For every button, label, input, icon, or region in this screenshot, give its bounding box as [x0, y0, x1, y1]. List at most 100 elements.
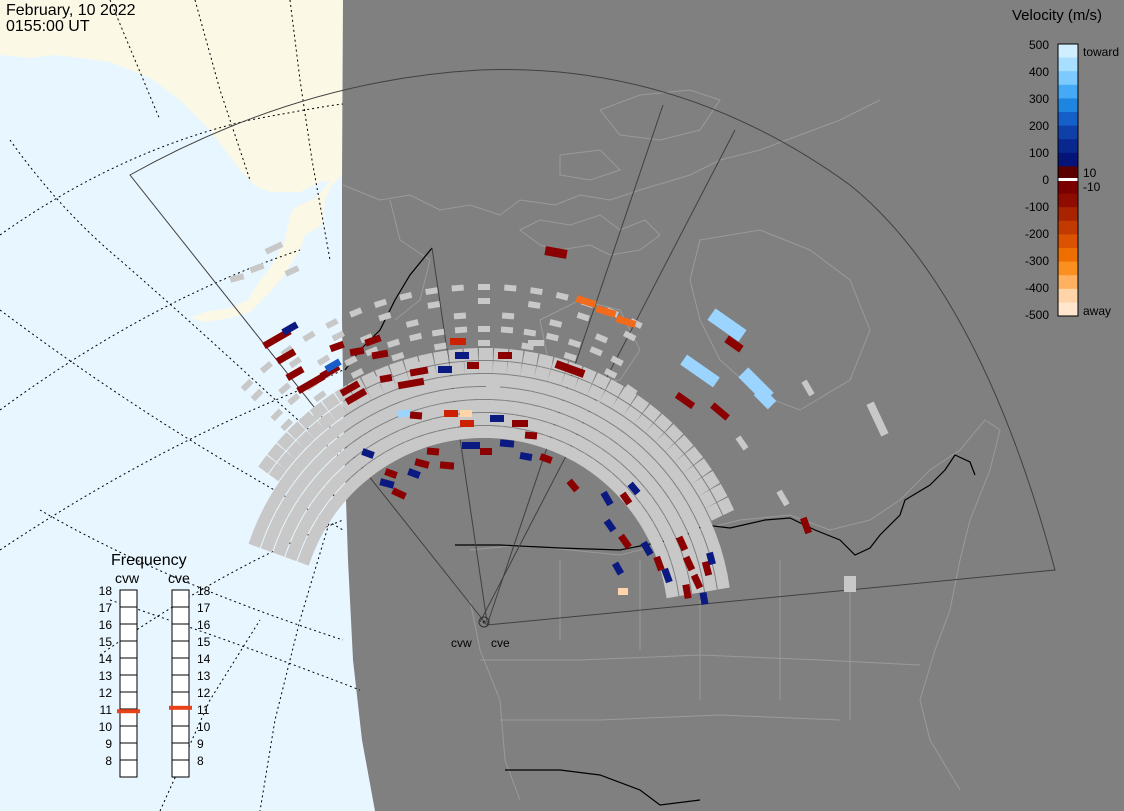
- frequency-cell: [171, 725, 190, 744]
- velocity-cell: [329, 340, 345, 353]
- velocity-cell: [519, 452, 533, 461]
- ground-scatter-cell: [563, 402, 582, 420]
- velocity-cell: [611, 561, 625, 576]
- colorbar-tick-label: 400: [1029, 65, 1049, 79]
- ground-scatter-cell: [491, 387, 506, 400]
- colorbar-tick-label: 200: [1029, 119, 1049, 133]
- ground-scatter-cell: [567, 338, 582, 349]
- ground-scatter-cell: [278, 382, 292, 395]
- ground-scatter-cell: [315, 430, 334, 450]
- velocity-cell: [707, 308, 747, 342]
- ground-scatter-cell: [534, 366, 551, 382]
- ground-scatter-cell: [587, 401, 601, 409]
- frequency-panel: Frequency cvw cve 18 18 17 17 16 16 15 15 14 14 13…: [99, 552, 211, 778]
- colorbar-label-toward: toward: [1083, 45, 1119, 59]
- ground-scatter-cell: [547, 369, 565, 386]
- frequency-level-left: 12: [99, 686, 113, 700]
- colorbar-swatch: [1058, 98, 1078, 113]
- velocity-cell: [285, 365, 305, 382]
- ground-scatter-cell: [403, 356, 421, 372]
- colorbar-swatch: [1058, 207, 1078, 222]
- frequency-level-right: 12: [197, 686, 211, 700]
- velocity-cell: [409, 411, 423, 420]
- ground-scatter-cell: [624, 384, 638, 396]
- colorbar-swatch: [1058, 112, 1078, 127]
- ground-scatter-cell: [359, 400, 378, 418]
- ground-scatter-cell: [478, 340, 490, 346]
- ground-scatter-cell: [560, 373, 579, 390]
- ground-scatter-cell: [373, 298, 388, 309]
- radar-site-marker: [478, 616, 490, 628]
- frequency-level-left: 8: [105, 754, 112, 768]
- ground-scatter-cell: [464, 373, 480, 387]
- velocity-cell: [296, 372, 326, 395]
- frequency-cell: [119, 640, 138, 659]
- velocity-cell: [595, 305, 617, 318]
- ground-scatter-cells: [229, 241, 889, 599]
- frequency-cell: [119, 742, 138, 761]
- header-date: February, 10 2022: [6, 2, 136, 19]
- ground-scatter-cell: [264, 493, 283, 512]
- ground-scatter-cell: [317, 412, 337, 431]
- velocity-cell: [391, 487, 407, 500]
- header-time: 0155:00 UT: [6, 18, 90, 35]
- ground-scatter-cell: [675, 434, 694, 454]
- daylit-land-alaska: [0, 0, 343, 322]
- ground-scatter-cell: [592, 372, 611, 390]
- ground-scatter-cell: [525, 404, 542, 420]
- velocity-cells: [262, 246, 813, 606]
- ground-scatter-cell: [405, 319, 419, 328]
- velocity-cell: [554, 360, 586, 378]
- ground-scatter-cell: [492, 361, 508, 374]
- ground-scatter-cell: [259, 361, 273, 374]
- colorbar-swatches: [1057, 43, 1079, 317]
- ground-scatter-cell: [630, 395, 650, 414]
- ground-scatter-cell: [645, 423, 664, 442]
- colorbar-swatch: [1058, 180, 1078, 195]
- ground-scatter-cell: [391, 351, 405, 362]
- velocity-cell: [339, 380, 361, 397]
- ground-scatter-cell: [556, 386, 574, 403]
- ground-scatter-cell: [478, 284, 490, 290]
- ground-scatter-cell: [331, 330, 345, 342]
- velocity-cell: [724, 335, 744, 353]
- frequency-marker: [169, 705, 192, 710]
- velocity-cell: [600, 490, 614, 507]
- colorbar-swatch: [1058, 125, 1078, 140]
- colorbar-swatch: [1058, 275, 1078, 290]
- frequency-level-right: 11: [197, 703, 210, 717]
- ground-scatter-cell: [265, 522, 282, 541]
- velocity-cell: [615, 315, 637, 328]
- ground-scatter-cell: [655, 433, 675, 452]
- ground-scatter-cell: [654, 413, 673, 432]
- velocity-cell: [490, 415, 504, 422]
- velocity-cell: [384, 468, 398, 479]
- colorbar-swatch: [1058, 234, 1078, 249]
- velocity-cell: [618, 533, 632, 550]
- velocity-cell: [324, 358, 342, 373]
- ground-scatter-cell: [372, 394, 390, 412]
- ground-scatter-cell: [453, 312, 467, 320]
- ground-scatter-cell: [336, 414, 356, 433]
- ground-scatter-cell: [776, 489, 790, 507]
- colorbar-title: Velocity (m/s): [1012, 7, 1102, 24]
- colorbar-swatch: [1058, 84, 1078, 99]
- ground-scatter-cell: [527, 301, 541, 309]
- ground-scatter-cell: [429, 403, 446, 419]
- ground-scatter-cell: [674, 454, 693, 473]
- frequency-cell: [171, 657, 190, 676]
- colorbar-swatch: [1058, 248, 1078, 263]
- colorbar-swatch: [1058, 166, 1078, 181]
- ground-scatter-cell: [321, 393, 341, 411]
- colorbar-label-away: away: [1083, 304, 1111, 318]
- ground-scatter-cell: [426, 390, 443, 406]
- ground-scatter-cell: [359, 333, 374, 344]
- colorbar-tick-label: -200: [1025, 227, 1049, 241]
- ground-scatter-cell: [286, 440, 305, 460]
- ground-scatter-cell: [287, 459, 306, 479]
- ground-scatter-cell: [623, 405, 642, 424]
- ground-scatter-cell: [563, 351, 577, 362]
- ground-scatter-cell: [698, 490, 717, 509]
- velocity-cell: [414, 458, 430, 469]
- velocity-cell: [349, 346, 365, 357]
